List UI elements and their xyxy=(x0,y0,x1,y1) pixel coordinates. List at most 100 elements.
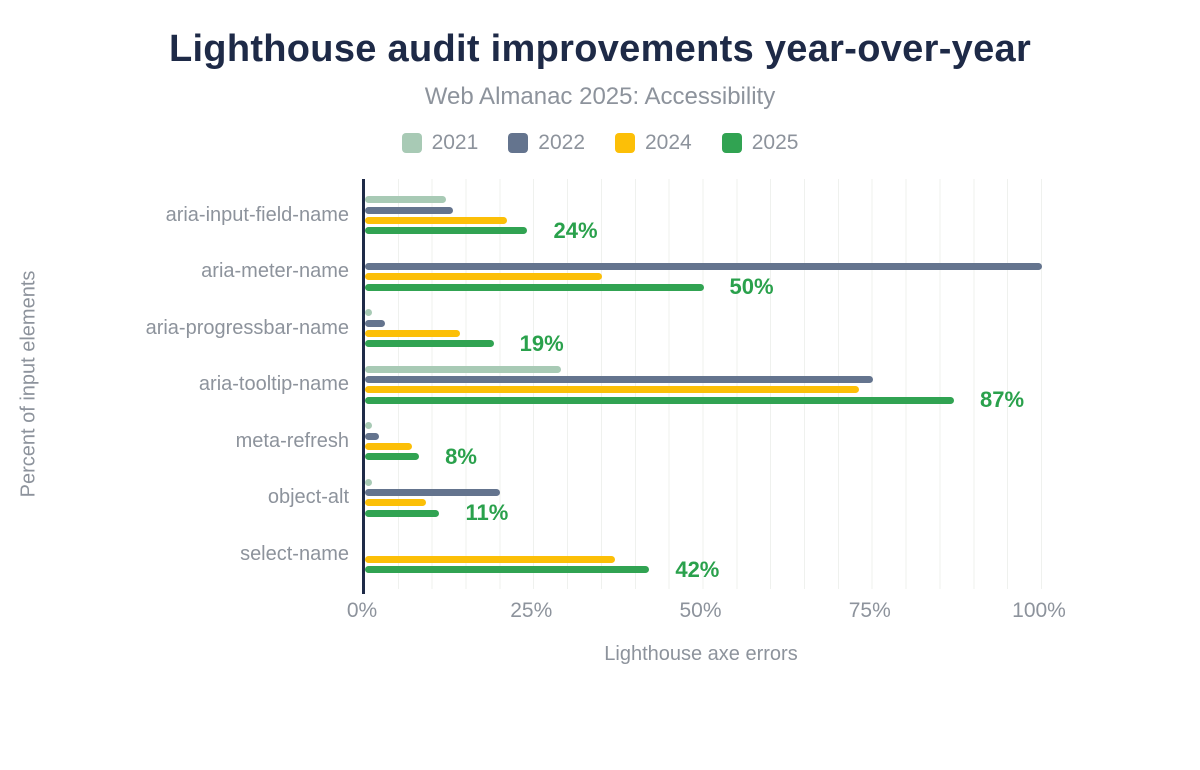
bar-slot: 8% xyxy=(365,445,1043,467)
chart-subtitle: Web Almanac 2025: Accessibility xyxy=(424,83,776,110)
x-tick-label: 50% xyxy=(679,599,722,622)
legend-label: 2024 xyxy=(645,131,692,154)
bar-2021-aria-progressbar-name xyxy=(365,309,372,317)
bar-slot: 19% xyxy=(365,332,1043,354)
legend-swatch-2021 xyxy=(401,133,422,153)
bar-2025-aria-progressbar-name xyxy=(365,340,494,348)
bar-group-meta-refresh: 8% xyxy=(365,413,1043,470)
category-label: meta-refresh xyxy=(235,429,349,452)
bar-slot xyxy=(365,318,1043,328)
x-tick-label: 25% xyxy=(510,599,553,622)
bar-slot xyxy=(365,385,1043,395)
bar-slot: 24% xyxy=(365,219,1043,241)
bar-2021-aria-tooltip-name xyxy=(365,365,562,373)
bar-value-label: 19% xyxy=(519,330,564,356)
bar-slot: 11% xyxy=(365,502,1043,524)
bar-slot xyxy=(365,431,1043,441)
bar-slot xyxy=(365,544,1043,554)
bar-value-label: 42% xyxy=(675,556,720,582)
bar-group-aria-meter-name: 50% xyxy=(365,244,1043,301)
bar-slot xyxy=(365,272,1043,282)
legend-label: 2021 xyxy=(431,131,479,154)
category-label: select-name xyxy=(240,542,349,565)
bar-slot: 50% xyxy=(365,276,1043,298)
x-tick-label: 75% xyxy=(848,599,891,622)
bar-slot xyxy=(365,421,1043,431)
bar-group-object-alt: 11% xyxy=(365,470,1043,527)
plot-column: 24% 50% 19% 87% 8% 11% 42% 0% 25% 50% 75% 100% Lig… xyxy=(347,179,1066,666)
legend-swatch-2025 xyxy=(721,133,742,153)
bar-value-label: 11% xyxy=(465,500,509,526)
bar-2022-object-alt xyxy=(365,489,501,497)
bar-2024-aria-meter-name xyxy=(365,273,602,281)
bar-2025-aria-meter-name xyxy=(365,283,704,291)
legend: 2021 2022 2024 2025 xyxy=(0,131,1200,155)
bar-slot: 87% xyxy=(365,389,1043,411)
bar-value-label: 24% xyxy=(553,217,598,243)
bar-group-aria-tooltip-name: 87% xyxy=(365,357,1043,414)
legend-item-2021: 2021 xyxy=(401,131,479,155)
bar-2025-object-alt xyxy=(365,509,440,517)
category-label: aria-meter-name xyxy=(201,260,349,283)
bar-2022-aria-progressbar-name xyxy=(365,319,386,327)
bar-2025-select-name xyxy=(365,566,650,574)
legend-swatch-2024 xyxy=(615,133,635,153)
bar-value-label: 50% xyxy=(729,274,774,300)
bar-2024-select-name xyxy=(365,555,616,563)
bar-slot xyxy=(365,251,1043,261)
y-axis-title: Percent of input elements xyxy=(17,270,40,498)
bar-slot xyxy=(365,215,1043,225)
bar-2024-aria-progressbar-name xyxy=(365,329,460,337)
bar-slot xyxy=(365,328,1043,338)
category-label: aria-progressbar-name xyxy=(145,316,349,339)
legend-label: 2022 xyxy=(538,131,585,154)
legend-item-2025: 2025 xyxy=(721,131,799,155)
bar-group-aria-progressbar-name: 19% xyxy=(365,300,1043,357)
bar-group-aria-input-field-name: 24% xyxy=(365,187,1043,244)
chart-plot-region: Percent of input elements aria-input-fie… xyxy=(0,179,1200,666)
bar-slot xyxy=(365,498,1043,508)
bar-slot: 42% xyxy=(365,558,1043,580)
bar-slot xyxy=(365,308,1043,318)
bar-slot xyxy=(365,195,1043,205)
bar-2024-object-alt xyxy=(365,499,426,507)
bar-slot xyxy=(365,441,1043,451)
bar-value-label: 87% xyxy=(979,387,1025,413)
x-tick-label: 0% xyxy=(346,599,378,622)
bar-slot xyxy=(365,364,1043,374)
bar-2024-meta-refresh xyxy=(365,442,413,450)
bar-2024-aria-input-field-name xyxy=(365,216,508,224)
y-axis-title-column: Percent of input elements xyxy=(0,179,58,589)
x-tick-label: 100% xyxy=(1012,599,1066,622)
bar-2025-aria-tooltip-name xyxy=(365,396,954,404)
bar-2021-meta-refresh xyxy=(365,422,372,430)
bar-2021-aria-input-field-name xyxy=(365,196,447,204)
bar-slot xyxy=(365,374,1043,384)
category-label: object-alt xyxy=(267,486,349,509)
bar-slot xyxy=(365,487,1043,497)
legend-label: 2025 xyxy=(751,131,799,154)
plot-area: 24% 50% 19% 87% 8% 11% 42% xyxy=(362,179,1043,594)
bar-slot xyxy=(365,554,1043,564)
bar-value-label: 8% xyxy=(445,443,477,469)
bar-2025-meta-refresh xyxy=(365,453,420,461)
bar-2022-meta-refresh xyxy=(365,432,379,440)
y-axis-category-labels: aria-input-field-name aria-meter-name aria… xyxy=(58,179,362,666)
legend-item-2022: 2022 xyxy=(508,131,585,155)
bar-2021-object-alt xyxy=(365,478,372,486)
chart-title: Lighthouse audit improvements year-over-… xyxy=(168,28,1032,70)
category-label: aria-tooltip-name xyxy=(198,373,349,396)
x-axis-zero-tick xyxy=(362,589,365,594)
bar-slot xyxy=(365,205,1043,215)
bar-slot xyxy=(365,477,1043,487)
chart-card: Lighthouse audit improvements year-over-… xyxy=(0,28,1200,770)
bar-2022-aria-tooltip-name xyxy=(365,376,873,384)
legend-item-2024: 2024 xyxy=(615,131,692,155)
bar-slot xyxy=(365,261,1043,271)
bar-2025-aria-input-field-name xyxy=(365,227,528,235)
bar-slot xyxy=(365,534,1043,544)
legend-swatch-2022 xyxy=(508,133,529,153)
category-label: aria-input-field-name xyxy=(165,203,349,226)
x-axis-title: Lighthouse axe errors xyxy=(604,643,798,665)
x-axis-tick-labels: 0% 25% 50% 75% 100% xyxy=(347,589,1066,627)
